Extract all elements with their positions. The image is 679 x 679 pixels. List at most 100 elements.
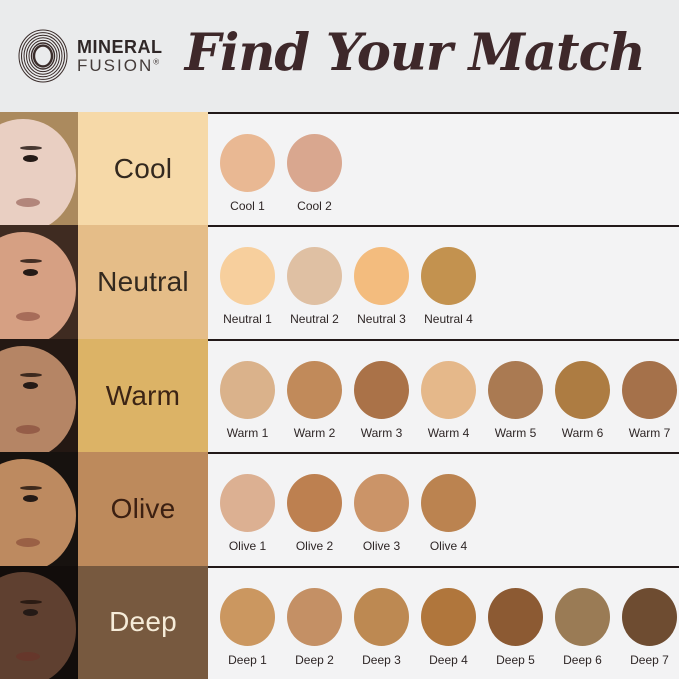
shade-swatch-label: Neutral 4 <box>424 312 473 327</box>
model-face-shape <box>0 459 76 566</box>
model-eyebrow <box>20 486 43 491</box>
shade-swatch: Deep 5 <box>482 587 549 667</box>
shade-swatch: Warm 1 <box>214 360 281 440</box>
shade-swatch-dot <box>555 587 610 646</box>
shade-swatch-label: Warm 6 <box>561 425 604 440</box>
shade-swatch-label: Olive 3 <box>362 539 401 554</box>
shade-swatch: Warm 3 <box>348 360 415 440</box>
shade-swatch-label: Warm 1 <box>226 425 269 440</box>
shade-swatch: Deep 3 <box>348 587 415 667</box>
shade-swatch-label: Warm 4 <box>427 425 470 440</box>
shade-swatch-dot <box>555 360 610 419</box>
shade-swatch-dot <box>287 360 342 419</box>
shade-swatch-label: Olive 4 <box>429 539 468 554</box>
shade-swatch-dot <box>622 360 677 419</box>
shade-swatch-label: Neutral 2 <box>290 312 339 327</box>
shade-swatch-dot <box>220 247 275 306</box>
shade-swatch-dot <box>488 587 543 646</box>
shade-swatch-dot <box>421 587 476 646</box>
shade-swatch-dot <box>622 587 677 646</box>
model-face-shape <box>0 572 76 679</box>
shade-swatch-label: Warm 5 <box>494 425 537 440</box>
swatch-list: Deep 1 Deep 2 Deep 3 Deep 4 Deep 5 Deep 6 Deep… <box>214 587 679 667</box>
model-lips <box>15 538 40 548</box>
shade-swatch-dot <box>354 474 409 533</box>
model-lips <box>15 425 40 434</box>
tone-label: Olive <box>110 492 176 524</box>
shade-swatch: Cool 1 <box>214 134 281 213</box>
shade-swatch-dot <box>354 247 409 306</box>
shade-swatch-dot <box>220 474 275 533</box>
page-title: Find Your Match <box>184 23 646 83</box>
shade-swatch-label: Deep 6 <box>563 652 602 667</box>
shade-swatch: Deep 4 <box>415 587 482 667</box>
shade-swatch-dot <box>421 247 476 306</box>
shade-swatch-label: Deep 3 <box>362 652 401 667</box>
shade-swatch-dot <box>220 360 275 419</box>
swatch-panel: Olive 1 Olive 2 Olive 3 Olive 4 <box>208 452 679 566</box>
shade-swatch: Olive 4 <box>415 474 482 553</box>
shade-rows: Cool Cool 1 Cool 2 Neutral Neutral 1 Neutr… <box>0 112 679 679</box>
shade-swatch-label: Warm 2 <box>293 425 336 440</box>
shade-swatch: Neutral 3 <box>348 247 415 326</box>
shade-swatch-dot <box>220 587 275 646</box>
shade-swatch-label: Cool 1 <box>230 199 265 213</box>
model-lips <box>15 311 40 321</box>
shade-swatch: Deep 6 <box>549 587 616 667</box>
shade-swatch-label: Cool 2 <box>297 199 332 213</box>
shade-swatch: Olive 1 <box>214 474 281 553</box>
model-eye <box>22 268 38 276</box>
shade-swatch-dot <box>287 247 342 306</box>
shade-swatch-dot <box>220 134 275 192</box>
shade-row-deep: Deep Deep 1 Deep 2 Deep 3 Deep 4 Deep 5 Deep … <box>0 565 679 679</box>
tone-label-block: Cool <box>78 112 208 226</box>
shade-swatch-label: Deep 2 <box>295 652 334 667</box>
header: MINERAL FUSION® Find Your Match <box>0 0 679 112</box>
swatch-panel: Warm 1 Warm 2 Warm 3 Warm 4 Warm 5 Warm 6 Warm… <box>208 338 679 453</box>
brand-wordmark: MINERAL FUSION® <box>77 38 163 74</box>
model-face-shape <box>0 345 76 453</box>
model-photo <box>0 452 78 566</box>
shade-swatch-dot <box>421 360 476 419</box>
model-eye <box>22 381 38 389</box>
shade-swatch-dot <box>287 474 342 533</box>
shade-swatch-dot <box>287 134 342 192</box>
swatch-panel: Deep 1 Deep 2 Deep 3 Deep 4 Deep 5 Deep 6 Deep… <box>208 565 679 679</box>
shade-swatch: Deep 1 <box>214 587 281 667</box>
shade-swatch: Deep 2 <box>281 587 348 667</box>
shade-swatch: Olive 2 <box>281 474 348 553</box>
swatch-panel: Neutral 1 Neutral 2 Neutral 3 Neutral 4 <box>208 225 679 339</box>
tone-label-block: Warm <box>78 338 208 453</box>
shade-swatch: Warm 5 <box>482 360 549 440</box>
model-eye <box>22 608 38 616</box>
model-eye <box>22 495 38 503</box>
shade-swatch: Neutral 1 <box>214 247 281 326</box>
shade-swatch-dot <box>354 587 409 646</box>
shade-swatch: Olive 3 <box>348 474 415 553</box>
swatch-list: Olive 1 Olive 2 Olive 3 Olive 4 <box>214 474 679 553</box>
model-eyebrow <box>20 146 43 151</box>
shade-swatch-dot <box>421 474 476 533</box>
model-lips <box>15 651 40 661</box>
model-face-shape <box>0 232 76 339</box>
shade-swatch: Deep 7 <box>616 587 679 667</box>
model-lips <box>15 198 40 208</box>
model-eyebrow <box>20 372 43 377</box>
swatch-list: Neutral 1 Neutral 2 Neutral 3 Neutral 4 <box>214 247 679 326</box>
model-eyebrow <box>20 259 43 264</box>
registered-mark: ® <box>153 56 160 66</box>
shade-swatch: Neutral 4 <box>415 247 482 326</box>
shade-swatch-label: Neutral 1 <box>223 312 272 327</box>
mineral-fusion-rings-icon <box>18 29 68 83</box>
model-photo <box>0 338 78 453</box>
brand-line1: MINERAL <box>77 37 163 58</box>
shade-swatch-label: Deep 7 <box>630 652 669 667</box>
tone-label: Deep <box>109 606 177 638</box>
shade-swatch: Neutral 2 <box>281 247 348 326</box>
shade-row-cool: Cool Cool 1 Cool 2 <box>0 112 679 226</box>
shade-swatch: Warm 6 <box>549 360 616 440</box>
model-photo <box>0 112 78 226</box>
model-photo <box>0 225 78 339</box>
shade-swatch-label: Deep 4 <box>429 652 468 667</box>
